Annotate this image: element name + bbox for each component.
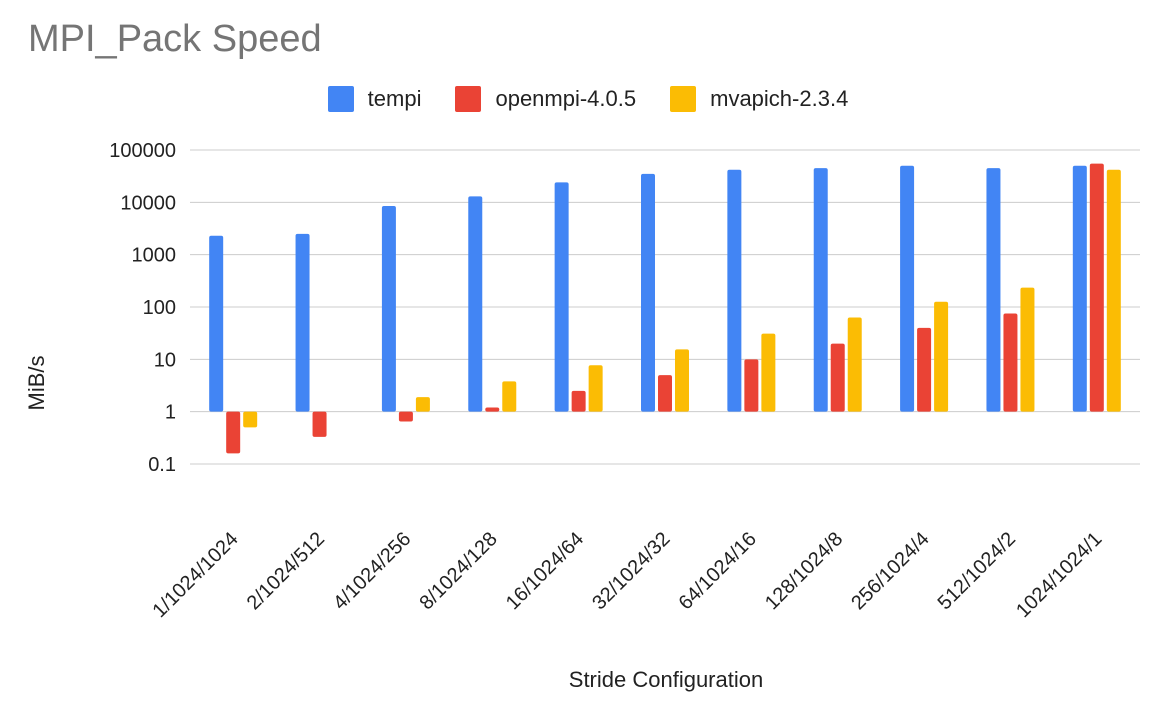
chart-title: MPI_Pack Speed [28, 18, 322, 60]
x-tick-label: 2/1024/512 [243, 528, 329, 614]
bar-tempi-512/1024/2 [986, 168, 1001, 412]
y-tick-label: 1000 [132, 245, 177, 267]
legend: tempi openmpi-4.0.5 mvapich-2.3.4 [0, 86, 1176, 112]
y-tick-label: 0.1 [148, 454, 176, 476]
bar-tempi-256/1024/4 [900, 165, 915, 412]
bar-tempi-4/1024/256 [381, 206, 396, 412]
x-tick-label: 32/1024/32 [588, 528, 674, 614]
x-tick-label: 1/1024/1024 [149, 528, 243, 622]
bar-openmpi-4.0.5-4/1024/256 [398, 411, 413, 422]
bar-tempi-16/1024/64 [554, 182, 569, 412]
bar-mvapich-2.3.4-64/1024/16 [761, 333, 776, 412]
legend-item-openmpi: openmpi-4.0.5 [455, 86, 636, 112]
bar-mvapich-2.3.4-1/1024/1024 [243, 411, 258, 428]
bar-tempi-128/1024/8 [813, 168, 828, 412]
legend-item-mvapich: mvapich-2.3.4 [670, 86, 848, 112]
legend-label-tempi: tempi [367, 86, 422, 111]
gridlines [190, 149, 1140, 465]
bar-tempi-64/1024/16 [727, 169, 742, 412]
x-axis-title: Stride Configuration [569, 667, 763, 692]
bar-openmpi-4.0.5-8/1024/128 [485, 407, 500, 412]
bars [209, 163, 1121, 454]
bar-openmpi-4.0.5-256/1024/4 [917, 327, 932, 412]
y-axis-ticks: 0.1 1 10 100 1000 10000 100000 [109, 140, 176, 476]
legend-label-openmpi: openmpi-4.0.5 [495, 86, 637, 111]
x-tick-label: 64/1024/16 [675, 528, 761, 614]
bar-mvapich-2.3.4-8/1024/128 [502, 381, 517, 412]
y-axis-title: MiB/s [24, 356, 49, 411]
bar-tempi-1024/1024/1 [1072, 165, 1087, 412]
legend-swatch-openmpi [455, 86, 482, 112]
x-tick-label: 4/1024/256 [329, 528, 415, 614]
legend-item-tempi: tempi [327, 86, 422, 112]
bar-openmpi-4.0.5-128/1024/8 [830, 343, 845, 412]
bar-mvapich-2.3.4-256/1024/4 [934, 301, 949, 412]
bar-tempi-8/1024/128 [468, 196, 483, 412]
x-tick-label: 256/1024/4 [847, 528, 933, 614]
bar-mvapich-2.3.4-512/1024/2 [1020, 287, 1035, 412]
bar-openmpi-4.0.5-1/1024/1024 [226, 411, 241, 454]
x-tick-label: 16/1024/64 [502, 528, 588, 614]
x-axis-ticks: 1/1024/1024 2/1024/512 4/1024/256 8/1024/12… [149, 528, 1107, 622]
x-tick-label: 8/1024/128 [415, 528, 501, 614]
bar-mvapich-2.3.4-32/1024/32 [675, 349, 689, 412]
legend-swatch-mvapich [670, 86, 697, 112]
bar-mvapich-2.3.4-16/1024/64 [588, 365, 603, 412]
y-tick-label: 10 [154, 349, 176, 371]
x-tick-label: 512/1024/2 [934, 528, 1020, 614]
bar-tempi-2/1024/512 [295, 233, 310, 412]
x-tick-label: 1024/1024/1 [1012, 528, 1106, 622]
y-tick-label: 100 [143, 297, 176, 319]
legend-swatch-tempi [327, 86, 354, 112]
bar-openmpi-4.0.5-2/1024/512 [312, 411, 327, 437]
bar-openmpi-4.0.5-32/1024/32 [658, 375, 672, 412]
bar-openmpi-4.0.5-1024/1024/1 [1089, 163, 1104, 412]
bar-tempi-1/1024/1024 [209, 235, 224, 412]
y-tick-label: 1 [165, 402, 176, 424]
bar-mvapich-2.3.4-4/1024/256 [415, 397, 430, 412]
bar-mvapich-2.3.4-1024/1024/1 [1106, 169, 1121, 412]
bar-openmpi-4.0.5-512/1024/2 [1003, 313, 1018, 412]
legend-label-mvapich: mvapich-2.3.4 [710, 86, 849, 111]
bar-tempi-32/1024/32 [641, 173, 655, 412]
y-tick-label: 100000 [109, 140, 176, 162]
x-tick-label: 128/1024/8 [761, 528, 847, 614]
bar-openmpi-4.0.5-64/1024/16 [744, 359, 759, 412]
y-tick-label: 10000 [120, 192, 176, 214]
bar-mvapich-2.3.4-128/1024/8 [847, 317, 862, 412]
bar-openmpi-4.0.5-16/1024/64 [571, 390, 586, 412]
